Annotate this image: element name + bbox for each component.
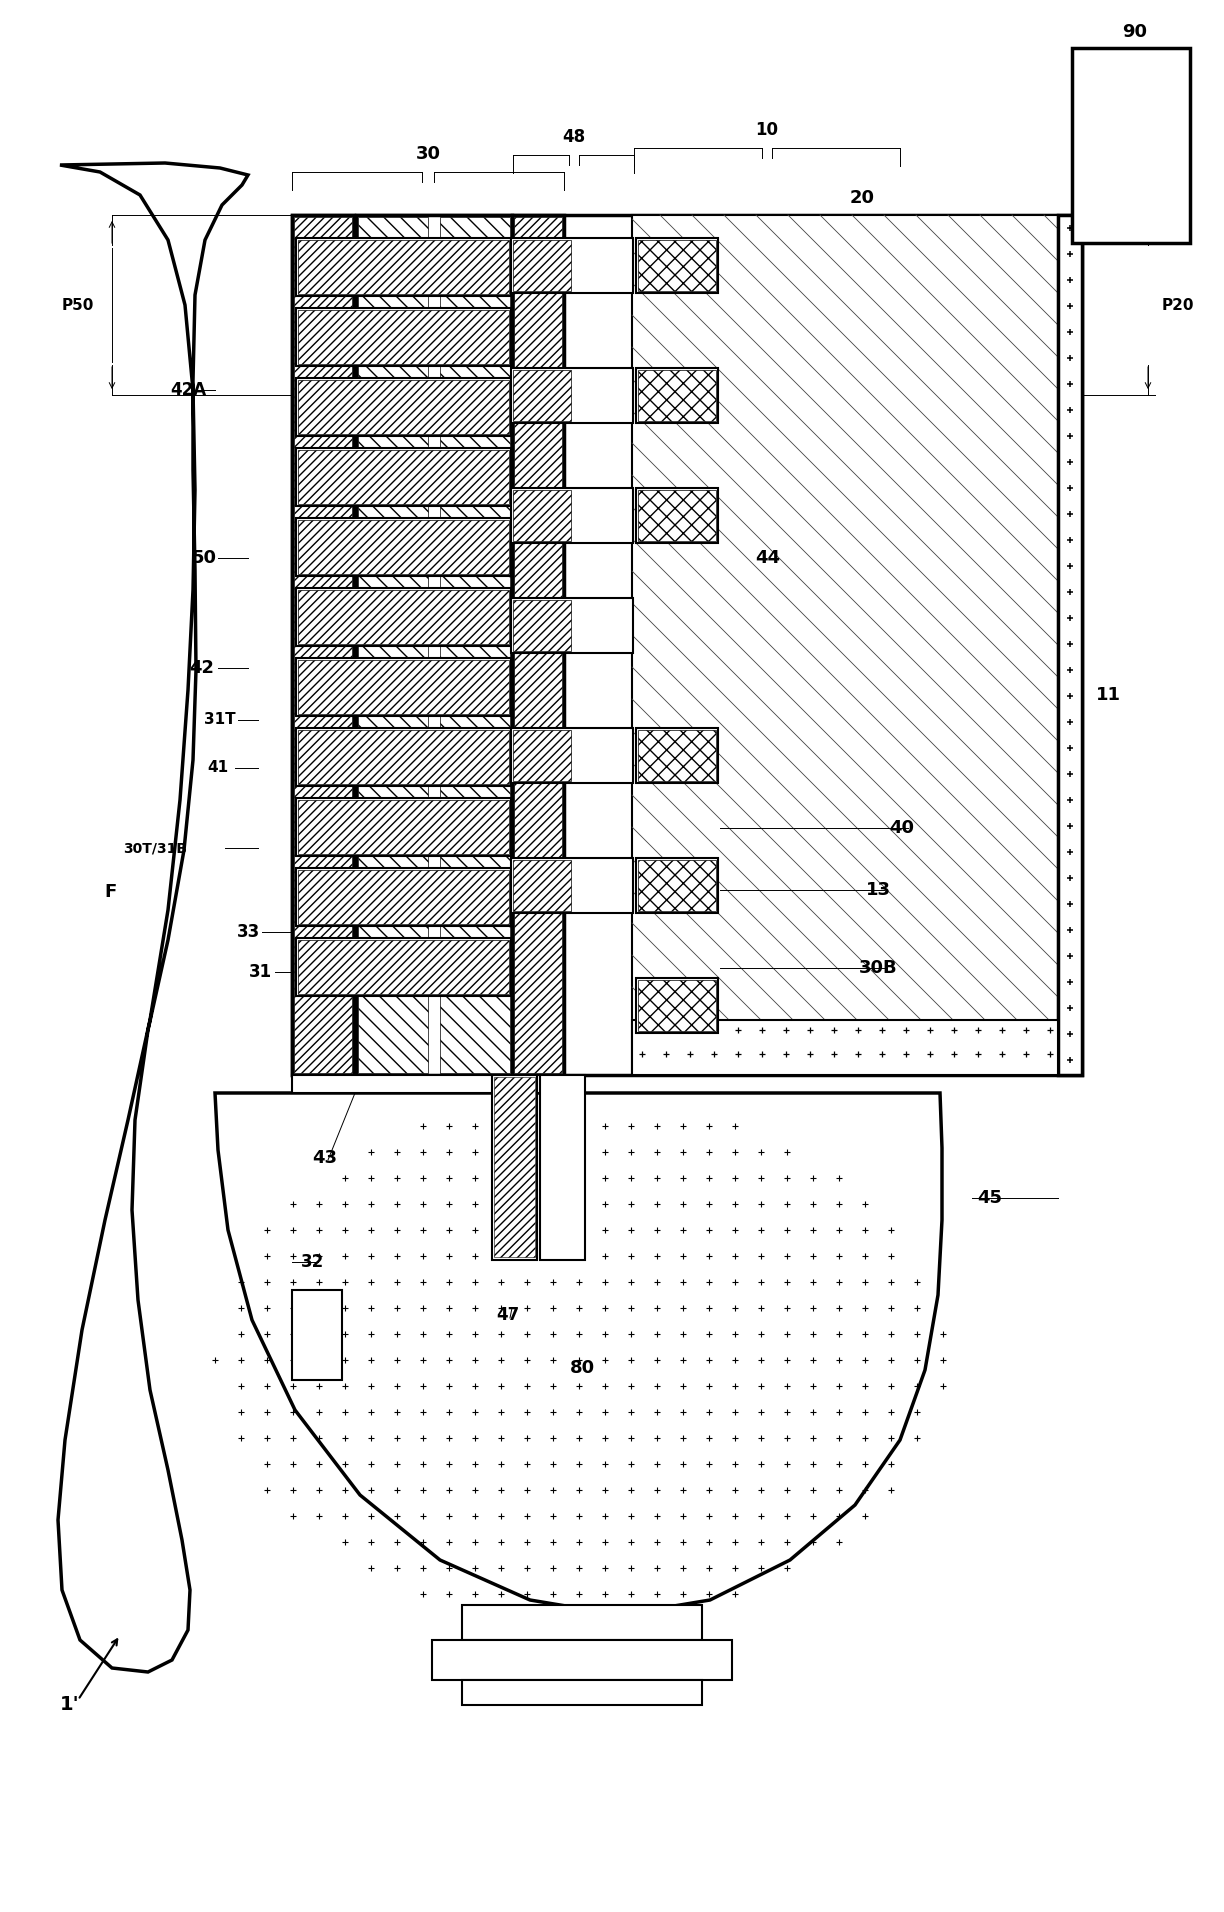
Bar: [297, 310, 509, 363]
Bar: [297, 730, 509, 784]
Bar: [494, 1076, 535, 1256]
Text: 45: 45: [978, 1189, 1002, 1206]
Bar: [636, 858, 718, 914]
Polygon shape: [215, 1094, 942, 1616]
Bar: [510, 367, 633, 423]
Bar: [293, 1075, 562, 1094]
Bar: [513, 371, 572, 421]
Bar: [296, 797, 510, 857]
Bar: [638, 981, 716, 1031]
Text: 80: 80: [569, 1359, 595, 1377]
Text: P50: P50: [62, 298, 94, 312]
Bar: [512, 214, 564, 1075]
Bar: [513, 600, 572, 650]
Text: P20: P20: [1162, 298, 1195, 312]
Bar: [510, 858, 633, 914]
Bar: [357, 216, 428, 1073]
Bar: [296, 939, 510, 996]
Text: 32: 32: [300, 1252, 323, 1271]
Bar: [439, 216, 510, 1073]
Bar: [636, 237, 718, 293]
Bar: [297, 241, 509, 294]
Bar: [638, 730, 716, 780]
Text: 30B: 30B: [859, 960, 897, 977]
Text: 42A: 42A: [170, 380, 206, 400]
Text: 10: 10: [755, 120, 778, 140]
Bar: [296, 589, 510, 646]
Text: 44: 44: [755, 549, 781, 568]
Bar: [432, 1640, 732, 1681]
Bar: [297, 449, 509, 505]
Text: 31T: 31T: [204, 713, 236, 727]
Bar: [510, 488, 633, 543]
Text: 30T/31B: 30T/31B: [122, 841, 187, 855]
Text: 1': 1': [60, 1696, 80, 1715]
Bar: [513, 241, 572, 291]
Bar: [632, 1019, 1058, 1075]
Bar: [638, 860, 716, 910]
Bar: [510, 728, 633, 784]
Text: 31: 31: [248, 964, 272, 981]
Bar: [297, 591, 509, 644]
Bar: [513, 860, 572, 910]
Bar: [461, 1681, 703, 1706]
Text: 13: 13: [865, 881, 891, 899]
Bar: [356, 214, 512, 1075]
Bar: [296, 728, 510, 786]
Text: 50: 50: [191, 549, 217, 568]
Bar: [638, 489, 716, 541]
Bar: [296, 868, 510, 925]
Bar: [293, 214, 1082, 1075]
Bar: [297, 941, 509, 994]
Text: 90: 90: [1122, 23, 1148, 40]
Bar: [513, 489, 572, 541]
Bar: [297, 520, 509, 574]
Text: 33: 33: [236, 923, 259, 941]
Bar: [296, 379, 510, 436]
Bar: [461, 1604, 703, 1640]
Bar: [293, 1291, 341, 1380]
Text: 11: 11: [1095, 686, 1120, 704]
Bar: [492, 1075, 537, 1260]
Bar: [636, 367, 718, 423]
Bar: [632, 214, 1058, 1075]
Bar: [294, 216, 353, 1073]
Text: 47: 47: [497, 1306, 520, 1323]
Bar: [296, 237, 510, 296]
Bar: [293, 214, 354, 1075]
Text: 20: 20: [849, 189, 874, 206]
Bar: [636, 979, 718, 1032]
Bar: [638, 241, 716, 291]
Text: 43: 43: [312, 1149, 338, 1166]
Bar: [297, 660, 509, 713]
Bar: [638, 371, 716, 421]
Text: 48: 48: [562, 128, 585, 145]
Bar: [297, 799, 509, 855]
Bar: [296, 447, 510, 507]
Text: 41: 41: [207, 761, 229, 776]
Polygon shape: [58, 163, 248, 1671]
Bar: [510, 237, 633, 293]
Bar: [296, 658, 510, 715]
Text: 42: 42: [190, 660, 214, 677]
Text: 40: 40: [890, 818, 914, 837]
Bar: [1058, 214, 1082, 1075]
Bar: [297, 870, 509, 923]
Bar: [296, 518, 510, 576]
Bar: [514, 216, 562, 1073]
Text: F: F: [104, 883, 116, 901]
Bar: [636, 488, 718, 543]
Bar: [297, 380, 509, 434]
Bar: [1072, 48, 1190, 243]
Text: 30: 30: [415, 145, 441, 163]
Bar: [510, 598, 633, 654]
Bar: [513, 730, 572, 780]
Bar: [636, 728, 718, 784]
Bar: [540, 1075, 585, 1260]
Bar: [296, 308, 510, 365]
